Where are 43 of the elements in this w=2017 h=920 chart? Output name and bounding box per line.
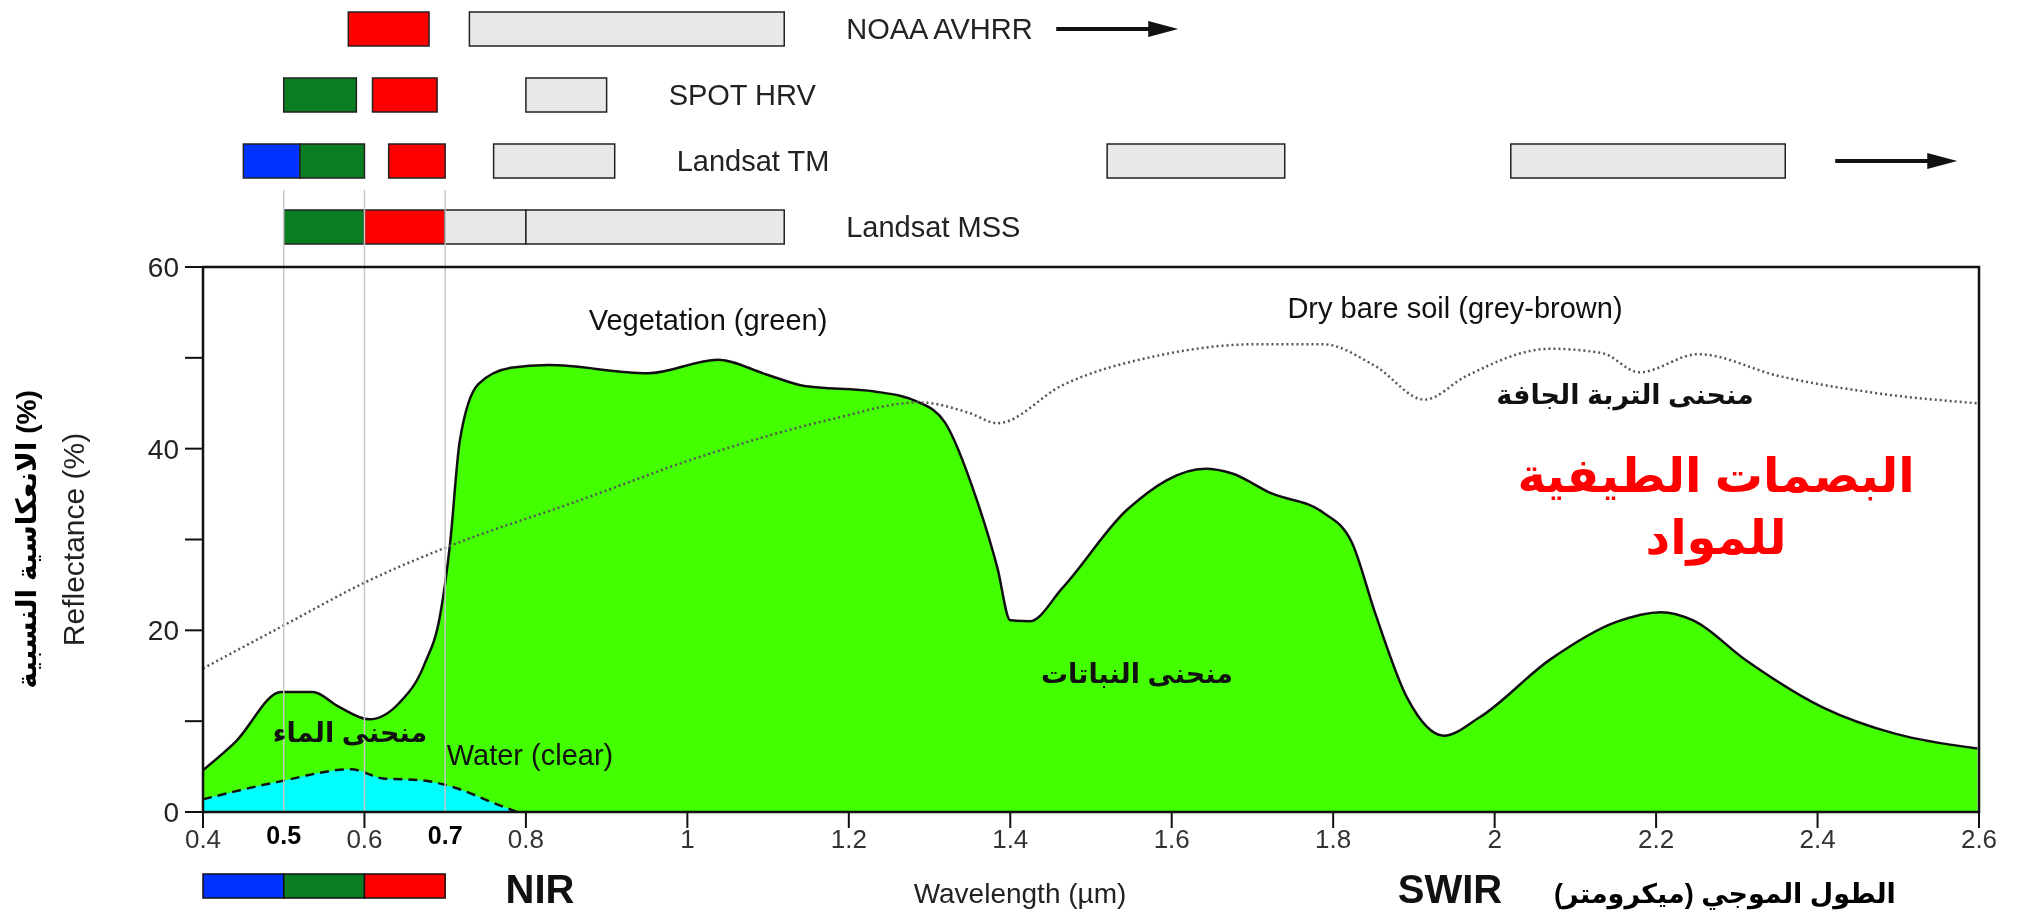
bar <box>525 77 608 113</box>
annotation: Dry bare soil (grey-brown) <box>1287 292 1623 324</box>
annotation: منحنى التربة الجافة <box>1496 380 1754 411</box>
y-tick-label: Landsat TM <box>676 145 830 177</box>
x-tick-label: 0.6 <box>346 824 383 854</box>
text: الطول الموجي (ميكرومتر) <box>1554 879 1896 910</box>
y-tick-label: 20 <box>147 615 179 647</box>
bar <box>347 11 430 47</box>
x-tick-label: 1.8 <box>1315 824 1352 854</box>
x-tick-label: 0.7 <box>427 821 463 849</box>
text: الانعكاسية النسبية (%) <box>11 390 42 689</box>
annotation: Vegetation (green) <box>588 304 828 336</box>
text: البصمات الطيفية للمواد <box>1517 449 1915 566</box>
annotation: Water (clear) <box>446 739 614 771</box>
y-tick-label: 0 <box>163 797 179 828</box>
x-tick-label: 2.6 <box>1960 824 1998 854</box>
x-tick-label: 2.2 <box>1638 824 1675 854</box>
bar <box>282 77 358 113</box>
y-tick-label: NOAA AVHRR <box>846 13 1033 45</box>
x-tick-label: 2.4 <box>1799 824 1836 854</box>
x-axis-title: Wavelength (µm) <box>913 878 1127 909</box>
x-tick-label: 1.2 <box>830 824 867 854</box>
y-tick-label: 40 <box>147 433 179 465</box>
x-tick-label: 0.5 <box>266 821 302 849</box>
bar <box>1510 143 1786 179</box>
y-tick-label: Landsat MSS <box>846 211 1021 243</box>
y-axis-title: Reflectance (%) <box>57 432 90 647</box>
x-tick-label: 0.8 <box>507 824 544 854</box>
text: SWIR <box>1397 867 1503 911</box>
bar <box>371 77 438 113</box>
bar <box>468 11 785 47</box>
x-tick-label: 1.4 <box>992 824 1029 854</box>
bar <box>492 143 616 179</box>
x-tick-label: 1 <box>680 824 695 854</box>
x-tick-label: 0.4 <box>184 824 222 854</box>
bar <box>1106 143 1286 179</box>
annotation: منحنى النباتات <box>1040 659 1234 689</box>
text: NIR <box>505 867 575 911</box>
x-tick-label: 1.6 <box>1153 824 1190 854</box>
bar <box>387 143 446 179</box>
x-tick-label: 2 <box>1487 824 1502 854</box>
y-tick-label: 60 <box>147 252 179 283</box>
y-tick-label: SPOT HRV <box>668 79 817 111</box>
